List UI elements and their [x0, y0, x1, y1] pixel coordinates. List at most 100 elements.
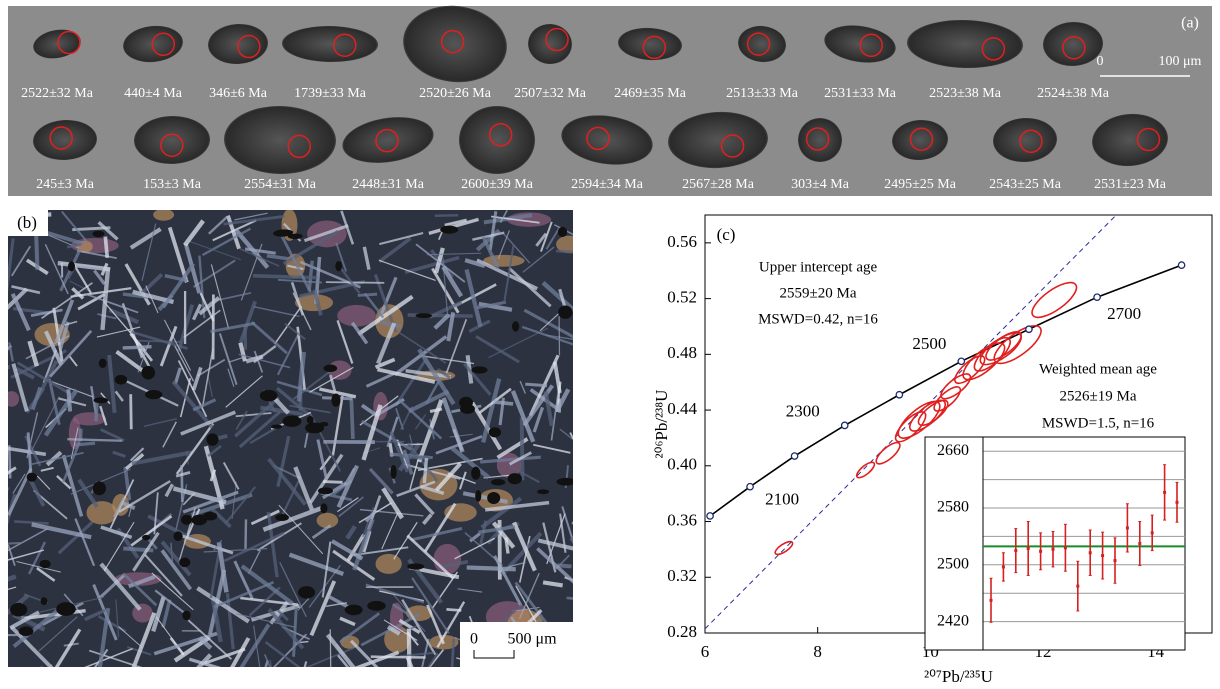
y-tick-label: 0.40 [667, 455, 697, 474]
weighted-annotation: Weighted mean age [1039, 361, 1157, 377]
opaque-grain [558, 306, 572, 319]
crystal-lath [467, 567, 516, 569]
mean-point [1002, 565, 1005, 568]
mean-point [1126, 526, 1129, 529]
grain-age-label: 1739±33 Ma [294, 86, 367, 101]
opaque-grain [206, 433, 218, 445]
mineral-patch [337, 305, 376, 327]
y-tick-label: 0.32 [667, 566, 697, 585]
crystal-lath [68, 389, 70, 411]
opaque-grain [489, 427, 501, 437]
mineral-patch [153, 209, 174, 221]
opaque-grain [335, 261, 342, 271]
opaque-grain [475, 490, 481, 502]
weighted-annotation: MSWD=1.5, n=16 [1042, 415, 1155, 431]
grain-age-label: 2507±32 Ma [514, 86, 587, 101]
grain-age-label: 2513±33 Ma [726, 86, 799, 101]
grain-age-label: 2600±39 Ma [461, 177, 534, 192]
mean-point [1138, 542, 1141, 545]
opaque-grain [487, 492, 500, 504]
opaque-grain [94, 397, 109, 403]
opaque-grain [298, 586, 315, 599]
opaque-grain [367, 601, 385, 611]
grain-age-label: 2594±34 Ma [571, 177, 644, 192]
grain-age-label: 245±3 Ma [36, 177, 95, 192]
concordia-marker [1178, 262, 1184, 268]
opaque-grain [318, 487, 333, 494]
y-tick-label: 0.36 [667, 510, 697, 529]
opaque-grain [537, 489, 549, 494]
opaque-grain [27, 473, 37, 482]
age-label: 2300 [786, 401, 820, 420]
concordia-marker [842, 422, 848, 428]
opaque-grain [41, 597, 48, 605]
error-ellipse [854, 460, 876, 480]
error-ellipse [773, 539, 794, 557]
opaque-grain [508, 473, 522, 484]
mean-point [1076, 585, 1079, 588]
mean-point [1101, 554, 1104, 557]
opaque-grain [491, 479, 505, 485]
concordia-marker [707, 513, 713, 519]
grain-age-label: 2495±25 Ma [884, 177, 957, 192]
mean-point [1151, 531, 1154, 534]
opaque-grain [319, 422, 328, 426]
opaque-grain [260, 390, 278, 401]
crystal-lath [572, 522, 611, 543]
grain-age-label: 346±6 Ma [209, 86, 268, 101]
crystal-lath [40, 666, 51, 680]
x-axis-label: ²⁰⁷Pb/²³⁵U [924, 667, 993, 686]
opaque-grain [273, 230, 290, 237]
y-axis-label: ²⁰⁶Pb/²³⁸U [652, 390, 671, 459]
grain-age-label: 2520±26 Ma [419, 86, 492, 101]
mean-point [1014, 549, 1017, 552]
crystal-lath [461, 666, 483, 673]
opaque-grain [10, 603, 27, 617]
error-ellipse [873, 439, 903, 467]
crystal-lath [326, 282, 384, 283]
opaque-grain [181, 515, 192, 525]
concordia-marker [1026, 326, 1032, 332]
crystal-lath [493, 402, 513, 404]
opaque-grain [471, 366, 487, 373]
y-tick-label: 0.52 [667, 288, 697, 307]
scale-length: 100 μm [1159, 54, 1202, 69]
mineral-patch [317, 513, 339, 528]
opaque-grain [416, 313, 432, 318]
mineral-patch [86, 501, 117, 524]
grain-age-label: 2567±28 Ma [682, 177, 755, 192]
opaque-grain [275, 514, 289, 521]
opaque-grain [440, 226, 458, 234]
y-tick-label: 0.56 [667, 232, 697, 251]
crystal-lath [0, 487, 8, 544]
grain-age-label: 2522±32 Ma [21, 86, 94, 101]
concordia-chart: 681012140.280.320.360.400.440.480.520.56… [652, 215, 1212, 686]
panel-label: (a) [1181, 15, 1199, 32]
figure: 2522±32 Ma440±4 Ma346±6 Ma1739±33 Ma2520… [0, 0, 1220, 689]
scale-zero: 0 [470, 631, 478, 648]
scale-zero: 0 [1097, 54, 1104, 69]
intercept-annotation: 2559±20 Ma [780, 285, 857, 301]
panel-label: (c) [717, 225, 736, 244]
scale-length: 500 μm [507, 631, 557, 648]
crystal-lath [323, 482, 342, 483]
opaque-grain [320, 503, 327, 513]
mean-point [1176, 501, 1179, 504]
crystal-lath [96, 402, 97, 421]
opaque-grain [345, 605, 363, 616]
age-label: 2700 [1107, 304, 1141, 323]
weighted-annotation: 2526±19 Ma [1060, 388, 1137, 404]
opaque-grain [282, 416, 301, 427]
opaque-grain [271, 424, 282, 428]
crystal-lath [567, 598, 612, 603]
concordia-marker [1094, 294, 1100, 300]
crystal-lath [424, 458, 426, 483]
grain-age-label: 153±3 Ma [143, 177, 202, 192]
crystal-lath [0, 543, 21, 544]
opaque-grain [390, 465, 396, 479]
concordia-marker [896, 392, 902, 398]
crystal-lath [573, 664, 603, 685]
mineral-patch [376, 554, 402, 574]
intercept-annotation: Upper intercept age [759, 259, 878, 275]
opaque-grain [307, 416, 314, 424]
